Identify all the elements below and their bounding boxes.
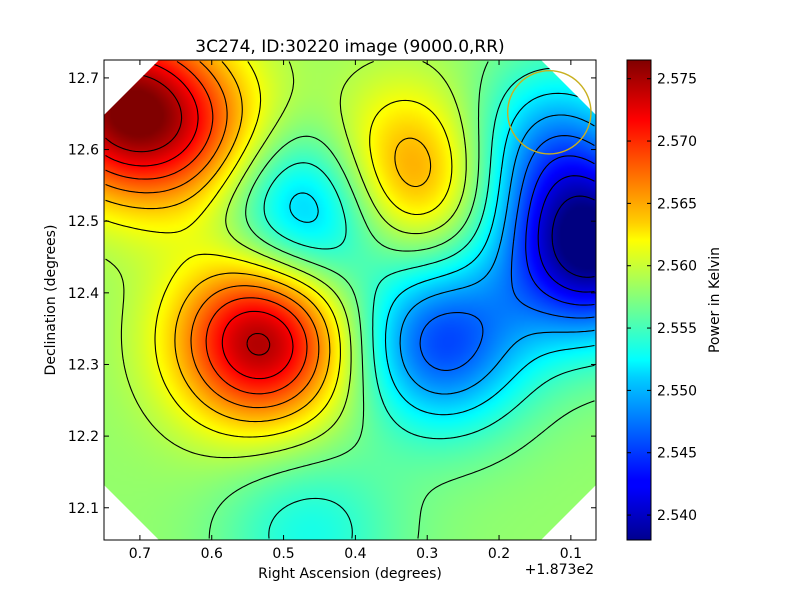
- contour-lines: [105, 60, 595, 539]
- plot-frame: [103, 59, 597, 541]
- x-tick-label: 0.6: [201, 546, 223, 562]
- colorbar-tick-label: 2.550: [657, 383, 697, 399]
- x-tick-label: 0.5: [272, 546, 294, 562]
- contour-level-7: [208, 61, 595, 539]
- colorbar-ticks: 2.540 2.545 2.550 2.555 2.560 2.565 2.570 2.575: [627, 72, 697, 524]
- colorbar-tick-label: 2.570: [657, 134, 697, 150]
- x-axis-label: Right Ascension (degrees): [258, 566, 442, 582]
- contour-level-5: [289, 92, 595, 416]
- x-tick-label: 0.3: [416, 546, 438, 562]
- contour-level-6: [263, 67, 595, 539]
- x-axis-offset-label: +1.873e2: [525, 562, 594, 578]
- colorbar-tick-label: 2.540: [657, 508, 697, 524]
- colorbar: [626, 59, 652, 541]
- colorbar-label: Power in Kelvin: [707, 247, 723, 353]
- y-tick-label: 12.2: [68, 429, 99, 445]
- y-axis-ticks: 12.1 12.2 12.3 12.4 12.5 12.6 12.7: [68, 71, 596, 517]
- contour-level-12: [105, 61, 308, 395]
- y-tick-label: 12.3: [68, 357, 99, 373]
- contour-level-9: [105, 61, 453, 438]
- colorbar-tick-label: 2.545: [657, 446, 697, 462]
- contour-level-8: [105, 60, 467, 459]
- y-axis-label: Declination (degrees): [43, 225, 59, 376]
- x-tick-label: 0.4: [344, 546, 366, 562]
- contour-level-11: [105, 61, 320, 409]
- y-tick-label: 12.5: [68, 214, 99, 230]
- colorbar-tick-label: 2.575: [657, 72, 697, 88]
- contour-level-10: [105, 61, 432, 423]
- contour-level-4: [399, 114, 595, 395]
- beam-circle: [506, 69, 592, 155]
- x-tick-label: 0.1: [560, 546, 582, 562]
- colorbar-tick-label: 2.555: [657, 321, 697, 337]
- y-tick-label: 12.6: [68, 143, 99, 159]
- y-tick-label: 12.1: [68, 501, 99, 517]
- contour-level-0: [551, 195, 595, 278]
- x-axis-ticks: 0.7 0.6 0.5 0.4 0.3 0.2 0.1: [129, 60, 582, 562]
- y-tick-label: 12.4: [68, 286, 99, 302]
- contour-level-3: [419, 135, 595, 371]
- x-tick-label: 0.7: [129, 546, 151, 562]
- contour-level-2: [525, 155, 595, 306]
- colorbar-tick-label: 2.565: [657, 196, 697, 212]
- plot-area: [104, 60, 596, 540]
- contour-level-1: [537, 175, 595, 293]
- y-tick-label: 12.7: [68, 71, 99, 87]
- chart-title: 3C274, ID:30220 image (9000.0,RR): [195, 37, 504, 57]
- x-tick-label: 0.2: [488, 546, 510, 562]
- colorbar-tick-label: 2.560: [657, 259, 697, 275]
